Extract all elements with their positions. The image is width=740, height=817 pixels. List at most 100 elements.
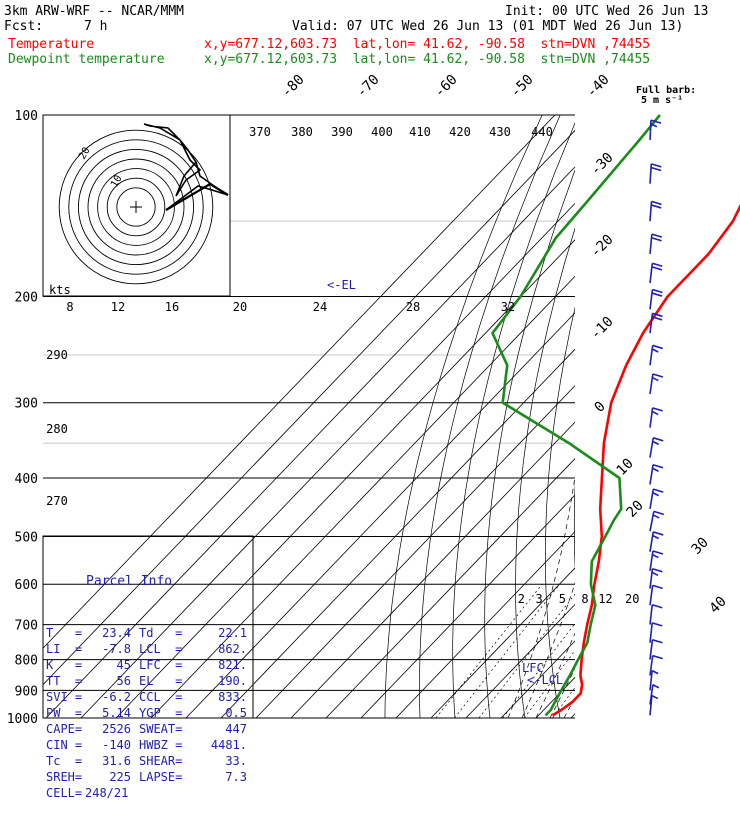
parcel-value: 22.1: [191, 625, 247, 641]
isotherm-line: [466, 115, 740, 718]
parcel-value: [225, 785, 281, 801]
wind-barb: [650, 465, 663, 485]
wind-barb: [650, 120, 661, 140]
hodograph-unit: kts: [49, 283, 71, 297]
theta-label: 430: [489, 125, 511, 139]
isobar-label: 700: [15, 619, 38, 634]
parcel-value: 4481.: [191, 737, 247, 753]
barb-flag: [652, 238, 662, 241]
isotherm-label: 40: [707, 594, 730, 617]
moist-adiabat: [578, 297, 740, 719]
parcel-label: K =: [46, 657, 79, 673]
parcel-label: LFC =: [131, 657, 191, 673]
isotherm-label: 0: [592, 399, 609, 416]
barb-flag: [652, 349, 658, 352]
hodograph-ring-label: 16: [165, 300, 179, 314]
theta-label: 290: [46, 348, 68, 362]
isotherm-line: [536, 115, 740, 718]
barb-flag: [652, 468, 658, 471]
parcel-value: 821.: [191, 657, 247, 673]
hodograph-ring-label: 8: [66, 300, 73, 314]
isotherm-line: [256, 115, 740, 718]
barb-staff: [650, 120, 651, 140]
dry-adiabat: [453, 115, 579, 718]
barb-flag: [651, 164, 661, 167]
mixing-ratio-label: 2: [518, 592, 525, 606]
barb-staff: [650, 164, 651, 184]
barb-flag: [652, 671, 658, 674]
parcel-value: 225: [79, 769, 131, 785]
parcel-label: T =: [46, 625, 79, 641]
parcel-label: SVI =: [46, 689, 79, 705]
mixing-ratio-label: 5: [559, 592, 566, 606]
sounding-traces: [493, 115, 740, 715]
parcel-value: 23.4: [79, 625, 131, 641]
wind-barb: [650, 551, 663, 571]
parcel-value: -7.8: [79, 641, 131, 657]
mixing-ratio-line: [436, 584, 542, 718]
theta-label: 370: [249, 125, 271, 139]
parcel-value: 190.: [191, 673, 247, 689]
isotherm-label: -70: [354, 72, 383, 101]
wind-barb: [650, 164, 661, 184]
barb-staff: [650, 605, 652, 625]
lcl-annotation: <-LCL: [527, 673, 563, 687]
isobar-label: 400: [15, 472, 38, 487]
isotherm-label: 20: [624, 498, 647, 521]
barb-note-line2: 5 m s⁻¹: [641, 95, 683, 106]
parcel-value: 2526: [79, 721, 131, 737]
wind-barbs: [650, 115, 664, 718]
temperature-trace: [553, 115, 740, 715]
isotherm-label: -50: [508, 72, 537, 101]
theta-label: 380: [291, 125, 313, 139]
barb-flag: [653, 465, 663, 468]
wind-barb: [650, 263, 662, 283]
el-annotation: <-EL: [327, 278, 356, 292]
wind-barb: [650, 313, 662, 333]
barb-flag: [652, 569, 662, 572]
barb-flag: [651, 205, 661, 208]
isotherm-line: [641, 115, 740, 718]
dry-adiabat: [629, 115, 687, 718]
barb-flag: [652, 696, 658, 699]
hodograph-ring-label: 12: [111, 300, 125, 314]
barb-flag: [652, 293, 662, 296]
barb-flag: [653, 532, 663, 535]
parcel-value: 862.: [191, 641, 247, 657]
wind-barb: [650, 605, 662, 625]
theta-label: 410: [409, 125, 431, 139]
barb-flag: [652, 411, 658, 414]
barb-staff: [650, 408, 653, 428]
parcel-value: 45: [79, 657, 131, 673]
parcel-label: CIN =: [46, 737, 79, 753]
hodograph-ring-label: 20: [233, 300, 247, 314]
theta-label: 400: [371, 125, 393, 139]
parcel-label: SREH=: [46, 769, 79, 785]
moist-adiabat: [508, 297, 607, 719]
isotherm-label: -80: [279, 72, 308, 101]
barb-flag: [652, 289, 662, 292]
mixing-ratio-label: 20: [625, 592, 639, 606]
barb-flag: [652, 623, 662, 626]
wind-barb: [650, 234, 662, 254]
parcel-label: SWEAT=: [131, 721, 191, 737]
parcel-label: CCL =: [131, 689, 191, 705]
parcel-value: 5.14: [79, 705, 131, 721]
parcel-value: 447: [191, 721, 247, 737]
parcel-label: LI =: [46, 641, 79, 657]
parcel-value: 31.6: [79, 753, 131, 769]
dry-adiabat: [681, 115, 735, 718]
isotherm-line: [291, 115, 740, 718]
isotherm-label: -60: [432, 72, 461, 101]
parcel-value: 7.3: [191, 769, 247, 785]
dry-adiabat: [516, 115, 615, 718]
barb-flag: [653, 656, 663, 659]
parcel-label: EL =: [131, 673, 191, 689]
wind-barb: [650, 201, 662, 221]
dry-adiabat: [485, 115, 597, 718]
barb-staff: [650, 289, 652, 309]
